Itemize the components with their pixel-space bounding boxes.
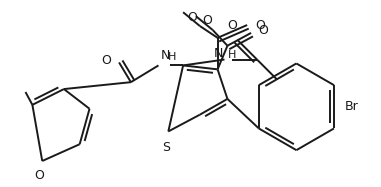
Text: N: N	[160, 50, 170, 62]
Text: N: N	[214, 47, 224, 59]
Text: O: O	[202, 14, 212, 27]
Text: H: H	[227, 50, 236, 59]
Text: O: O	[227, 19, 237, 32]
Text: O: O	[101, 54, 111, 67]
Text: O: O	[258, 24, 268, 37]
Text: O: O	[34, 169, 44, 182]
Text: O: O	[255, 19, 265, 32]
Text: S: S	[162, 141, 170, 154]
Text: H: H	[168, 53, 177, 62]
Text: O: O	[187, 11, 197, 24]
Text: Br: Br	[345, 100, 359, 113]
